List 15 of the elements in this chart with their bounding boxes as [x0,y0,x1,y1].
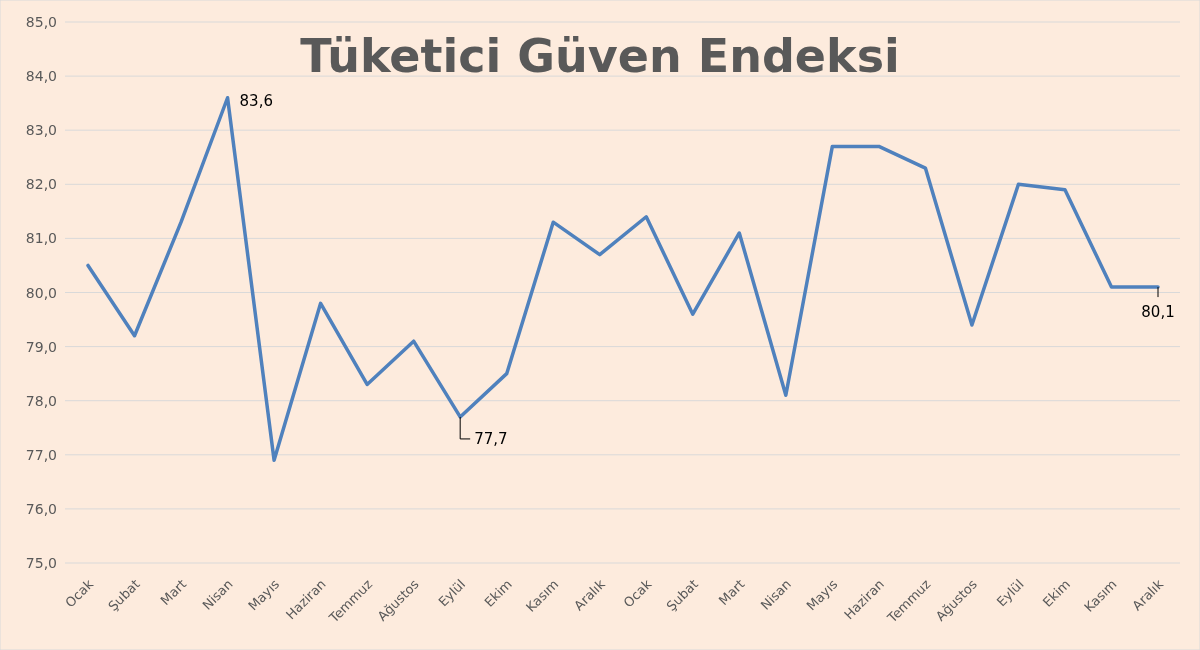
data-label: 80,1 [1141,303,1175,322]
y-tick-label: 82,0 [25,176,57,193]
y-tick-label: 78,0 [25,392,57,409]
y-tick-label: 81,0 [25,230,57,247]
data-label: 83,6 [239,91,273,110]
y-tick-label: 85,0 [25,14,57,30]
y-tick-label: 80,0 [25,284,57,301]
chart-title: Tüketici Güven Endeksi [300,29,900,83]
y-tick-label: 79,0 [25,338,57,355]
y-tick-label: 84,0 [25,68,57,85]
y-tick-label: 76,0 [25,500,57,517]
y-tick-label: 75,0 [25,555,57,571]
data-label: 77,7 [474,429,508,448]
y-tick-label: 77,0 [25,446,57,463]
y-tick-label: 83,0 [25,122,57,139]
